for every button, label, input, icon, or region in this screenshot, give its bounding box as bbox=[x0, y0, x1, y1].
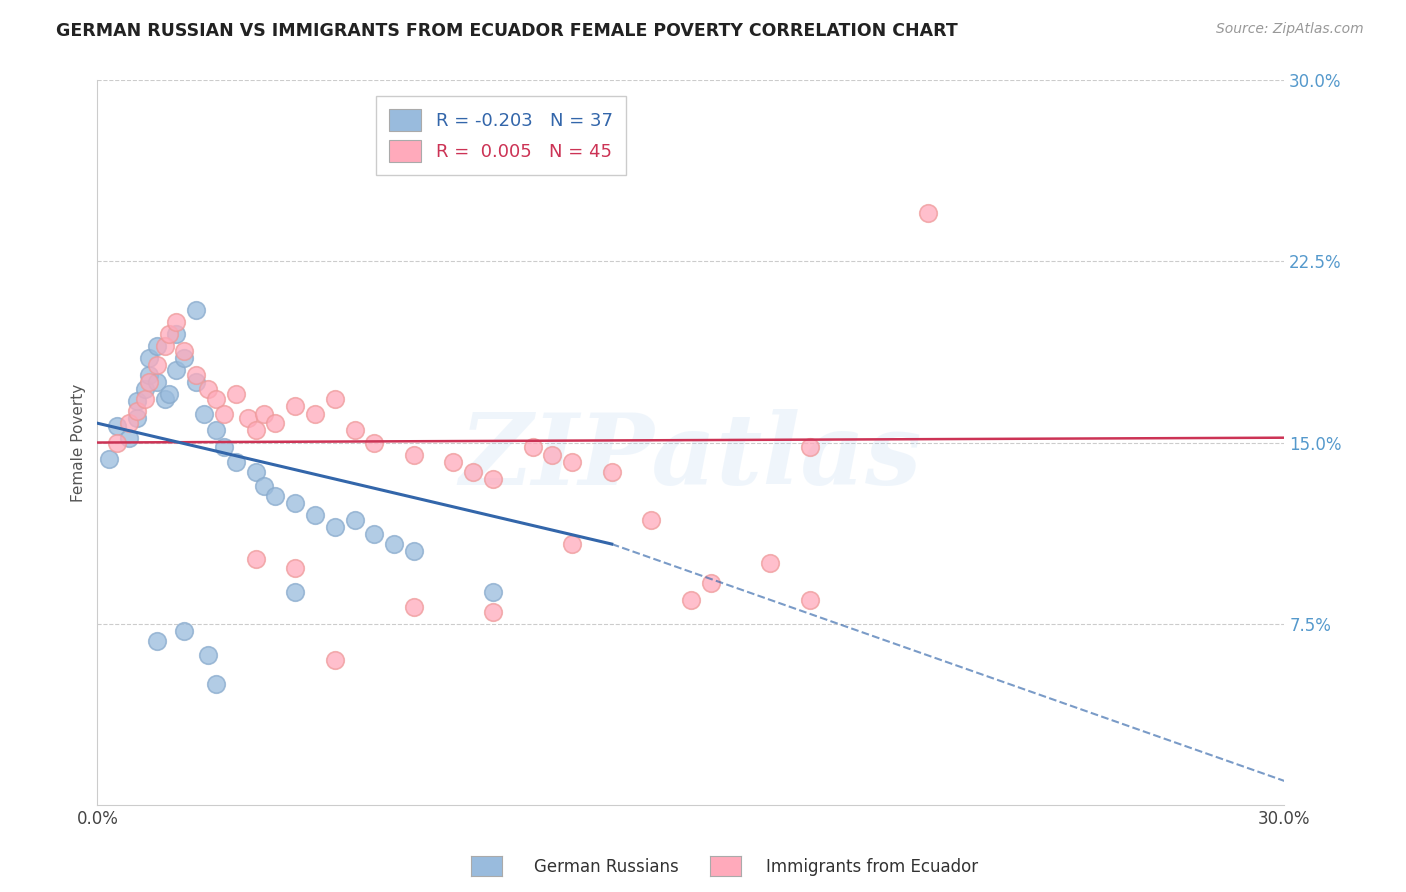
Point bbox=[799, 441, 821, 455]
Point bbox=[125, 411, 148, 425]
Point bbox=[125, 394, 148, 409]
Point bbox=[463, 465, 485, 479]
Point bbox=[245, 551, 267, 566]
Point bbox=[166, 363, 188, 377]
Point bbox=[105, 418, 128, 433]
Legend: R = -0.203   N = 37, R =  0.005   N = 45: R = -0.203 N = 37, R = 0.005 N = 45 bbox=[377, 96, 626, 175]
Point bbox=[323, 653, 346, 667]
Point bbox=[173, 624, 195, 638]
Point bbox=[264, 489, 287, 503]
Point bbox=[225, 387, 247, 401]
Text: German Russians: German Russians bbox=[534, 858, 679, 876]
Text: ZIPatlas: ZIPatlas bbox=[460, 409, 922, 505]
Point bbox=[145, 375, 167, 389]
Point bbox=[284, 399, 307, 413]
Point bbox=[138, 368, 160, 382]
Point bbox=[157, 326, 180, 341]
Point bbox=[561, 455, 583, 469]
Point bbox=[118, 431, 141, 445]
Point bbox=[284, 496, 307, 510]
Point bbox=[145, 633, 167, 648]
Point bbox=[157, 387, 180, 401]
Point bbox=[363, 435, 385, 450]
Point bbox=[166, 326, 188, 341]
Point bbox=[402, 544, 425, 558]
Point bbox=[541, 448, 564, 462]
Point bbox=[105, 435, 128, 450]
Point bbox=[186, 302, 208, 317]
Point bbox=[212, 441, 235, 455]
Point bbox=[98, 452, 121, 467]
Point bbox=[482, 585, 505, 599]
Point bbox=[153, 392, 176, 406]
Point bbox=[343, 513, 366, 527]
Point bbox=[245, 465, 267, 479]
Point bbox=[173, 343, 195, 358]
Point bbox=[284, 561, 307, 575]
Point bbox=[236, 411, 259, 425]
Point bbox=[343, 424, 366, 438]
Point bbox=[759, 557, 782, 571]
Point bbox=[482, 605, 505, 619]
Point bbox=[600, 465, 623, 479]
Point bbox=[153, 339, 176, 353]
Point bbox=[402, 448, 425, 462]
Point bbox=[402, 599, 425, 614]
Point bbox=[443, 455, 465, 469]
Point bbox=[145, 358, 167, 372]
Point bbox=[193, 407, 215, 421]
Point bbox=[134, 382, 156, 396]
Point bbox=[917, 206, 939, 220]
Point bbox=[252, 479, 274, 493]
Point bbox=[197, 382, 219, 396]
Point bbox=[173, 351, 195, 365]
Point bbox=[640, 513, 662, 527]
Point bbox=[138, 375, 160, 389]
Point bbox=[699, 575, 721, 590]
Point bbox=[252, 407, 274, 421]
Point bbox=[679, 592, 702, 607]
Point bbox=[125, 404, 148, 418]
Point bbox=[166, 315, 188, 329]
Point bbox=[522, 441, 544, 455]
Text: Source: ZipAtlas.com: Source: ZipAtlas.com bbox=[1216, 22, 1364, 37]
Text: Immigrants from Ecuador: Immigrants from Ecuador bbox=[766, 858, 979, 876]
Text: GERMAN RUSSIAN VS IMMIGRANTS FROM ECUADOR FEMALE POVERTY CORRELATION CHART: GERMAN RUSSIAN VS IMMIGRANTS FROM ECUADO… bbox=[56, 22, 957, 40]
Point bbox=[245, 424, 267, 438]
Point bbox=[186, 375, 208, 389]
Point bbox=[482, 472, 505, 486]
Point bbox=[118, 416, 141, 430]
Point bbox=[323, 392, 346, 406]
Point bbox=[799, 592, 821, 607]
Point bbox=[205, 677, 228, 691]
Point bbox=[212, 407, 235, 421]
Point bbox=[138, 351, 160, 365]
Point bbox=[284, 585, 307, 599]
Point bbox=[205, 424, 228, 438]
Point bbox=[561, 537, 583, 551]
Point bbox=[186, 368, 208, 382]
Y-axis label: Female Poverty: Female Poverty bbox=[72, 384, 86, 501]
Point bbox=[382, 537, 405, 551]
Point bbox=[304, 407, 326, 421]
Point bbox=[134, 392, 156, 406]
Point bbox=[225, 455, 247, 469]
Point bbox=[197, 648, 219, 663]
Point bbox=[205, 392, 228, 406]
Point bbox=[363, 527, 385, 541]
Point bbox=[323, 520, 346, 534]
Point bbox=[145, 339, 167, 353]
Point bbox=[304, 508, 326, 522]
Point bbox=[264, 416, 287, 430]
